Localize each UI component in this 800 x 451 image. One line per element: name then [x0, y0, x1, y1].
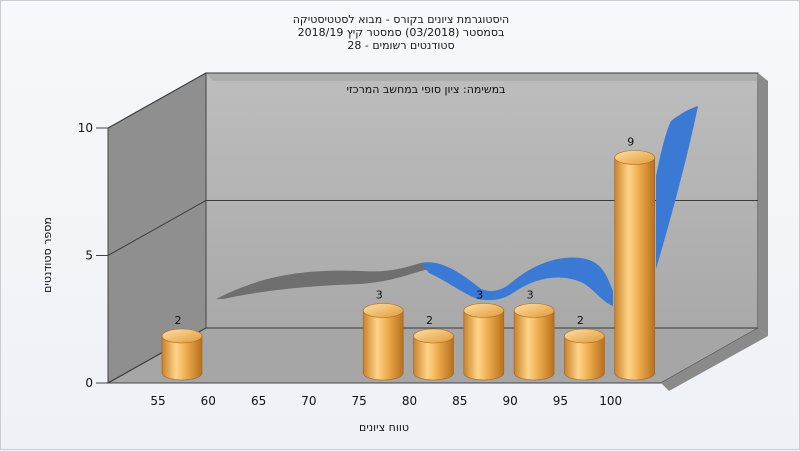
bar: 3 [362, 289, 404, 381]
x-tick-label: 95 [553, 394, 568, 408]
floor-edge-shade [661, 328, 768, 391]
bar-data-label: 2 [426, 314, 433, 327]
right-shade [758, 73, 768, 336]
tick-labels: 55 60 65 70 75 80 85 90 95 100 0 5 10 [78, 121, 622, 408]
gridline [107, 72, 758, 129]
gridline [107, 327, 758, 384]
title-line-1: היסטוגרמת ציונים בקורס - מבוא לסטטיסטיקה [293, 13, 509, 26]
bar-data-label: 2 [577, 314, 584, 327]
y-tick-label: 5 [85, 249, 93, 263]
bar-top [463, 303, 505, 318]
curve-blue-tail [656, 106, 698, 269]
wall-top-shade [206, 73, 768, 81]
title-line-2: בסמסטר (03/2018) סמסטר קיץ 2018/19 [298, 26, 505, 39]
bar-top [413, 328, 454, 344]
bar-top [564, 328, 605, 344]
bar-body [513, 310, 555, 381]
gridline [107, 200, 758, 256]
bar-body [161, 335, 203, 381]
bar: 2 [161, 314, 203, 381]
x-tick-label: 75 [352, 394, 367, 408]
x-tick-label: 85 [452, 394, 467, 408]
gridlines [107, 72, 758, 384]
bar-top [614, 150, 656, 165]
y-tick-label: 0 [85, 376, 93, 390]
x-tick-label: 55 [150, 394, 165, 408]
bar-top [513, 303, 555, 318]
x-tick-label: 60 [201, 394, 216, 408]
curve-shadow-segment [216, 263, 429, 299]
bar-body [413, 335, 454, 381]
x-axis-title: טווח ציונים [359, 421, 409, 434]
bar-top [362, 303, 404, 318]
x-tick-label: 65 [251, 394, 266, 408]
chart-title: היסטוגרמת ציונים בקורס - מבוא לסטטיסטיקה… [293, 13, 509, 52]
bar-data-label: 3 [476, 289, 483, 302]
bar-data-label: 3 [527, 289, 534, 302]
y-axis-title: מספר סטודנטים [41, 217, 54, 293]
bar: 3 [513, 289, 555, 381]
bar-body [614, 157, 655, 381]
bar-data-label: 3 [376, 289, 383, 302]
bar-top [161, 328, 203, 344]
bar: 3 [463, 289, 505, 381]
bar: 2 [413, 314, 454, 381]
y-tick-label: 10 [78, 121, 93, 135]
title-line-3: סטודנטים רשומים - 28 [347, 39, 454, 52]
curve-blue-segment [421, 257, 613, 306]
bar: 2 [564, 314, 605, 381]
bar-body [362, 310, 404, 381]
x-tick-label: 90 [502, 394, 517, 408]
bar-body [463, 310, 505, 381]
bar: 9 [614, 136, 656, 381]
bar-data-label: 2 [175, 314, 182, 327]
bars: 2 3 2 3 3 2 9 [161, 136, 656, 381]
chart-subtitle: במשימה: ציון סופי במחשב המרכזי [346, 83, 505, 96]
x-tick-label: 80 [402, 394, 417, 408]
distribution-curve [216, 106, 698, 306]
x-tick-label: 70 [301, 394, 316, 408]
bar-data-label: 9 [627, 136, 634, 149]
x-tick-label: 100 [599, 394, 622, 408]
bar-body [564, 335, 605, 381]
